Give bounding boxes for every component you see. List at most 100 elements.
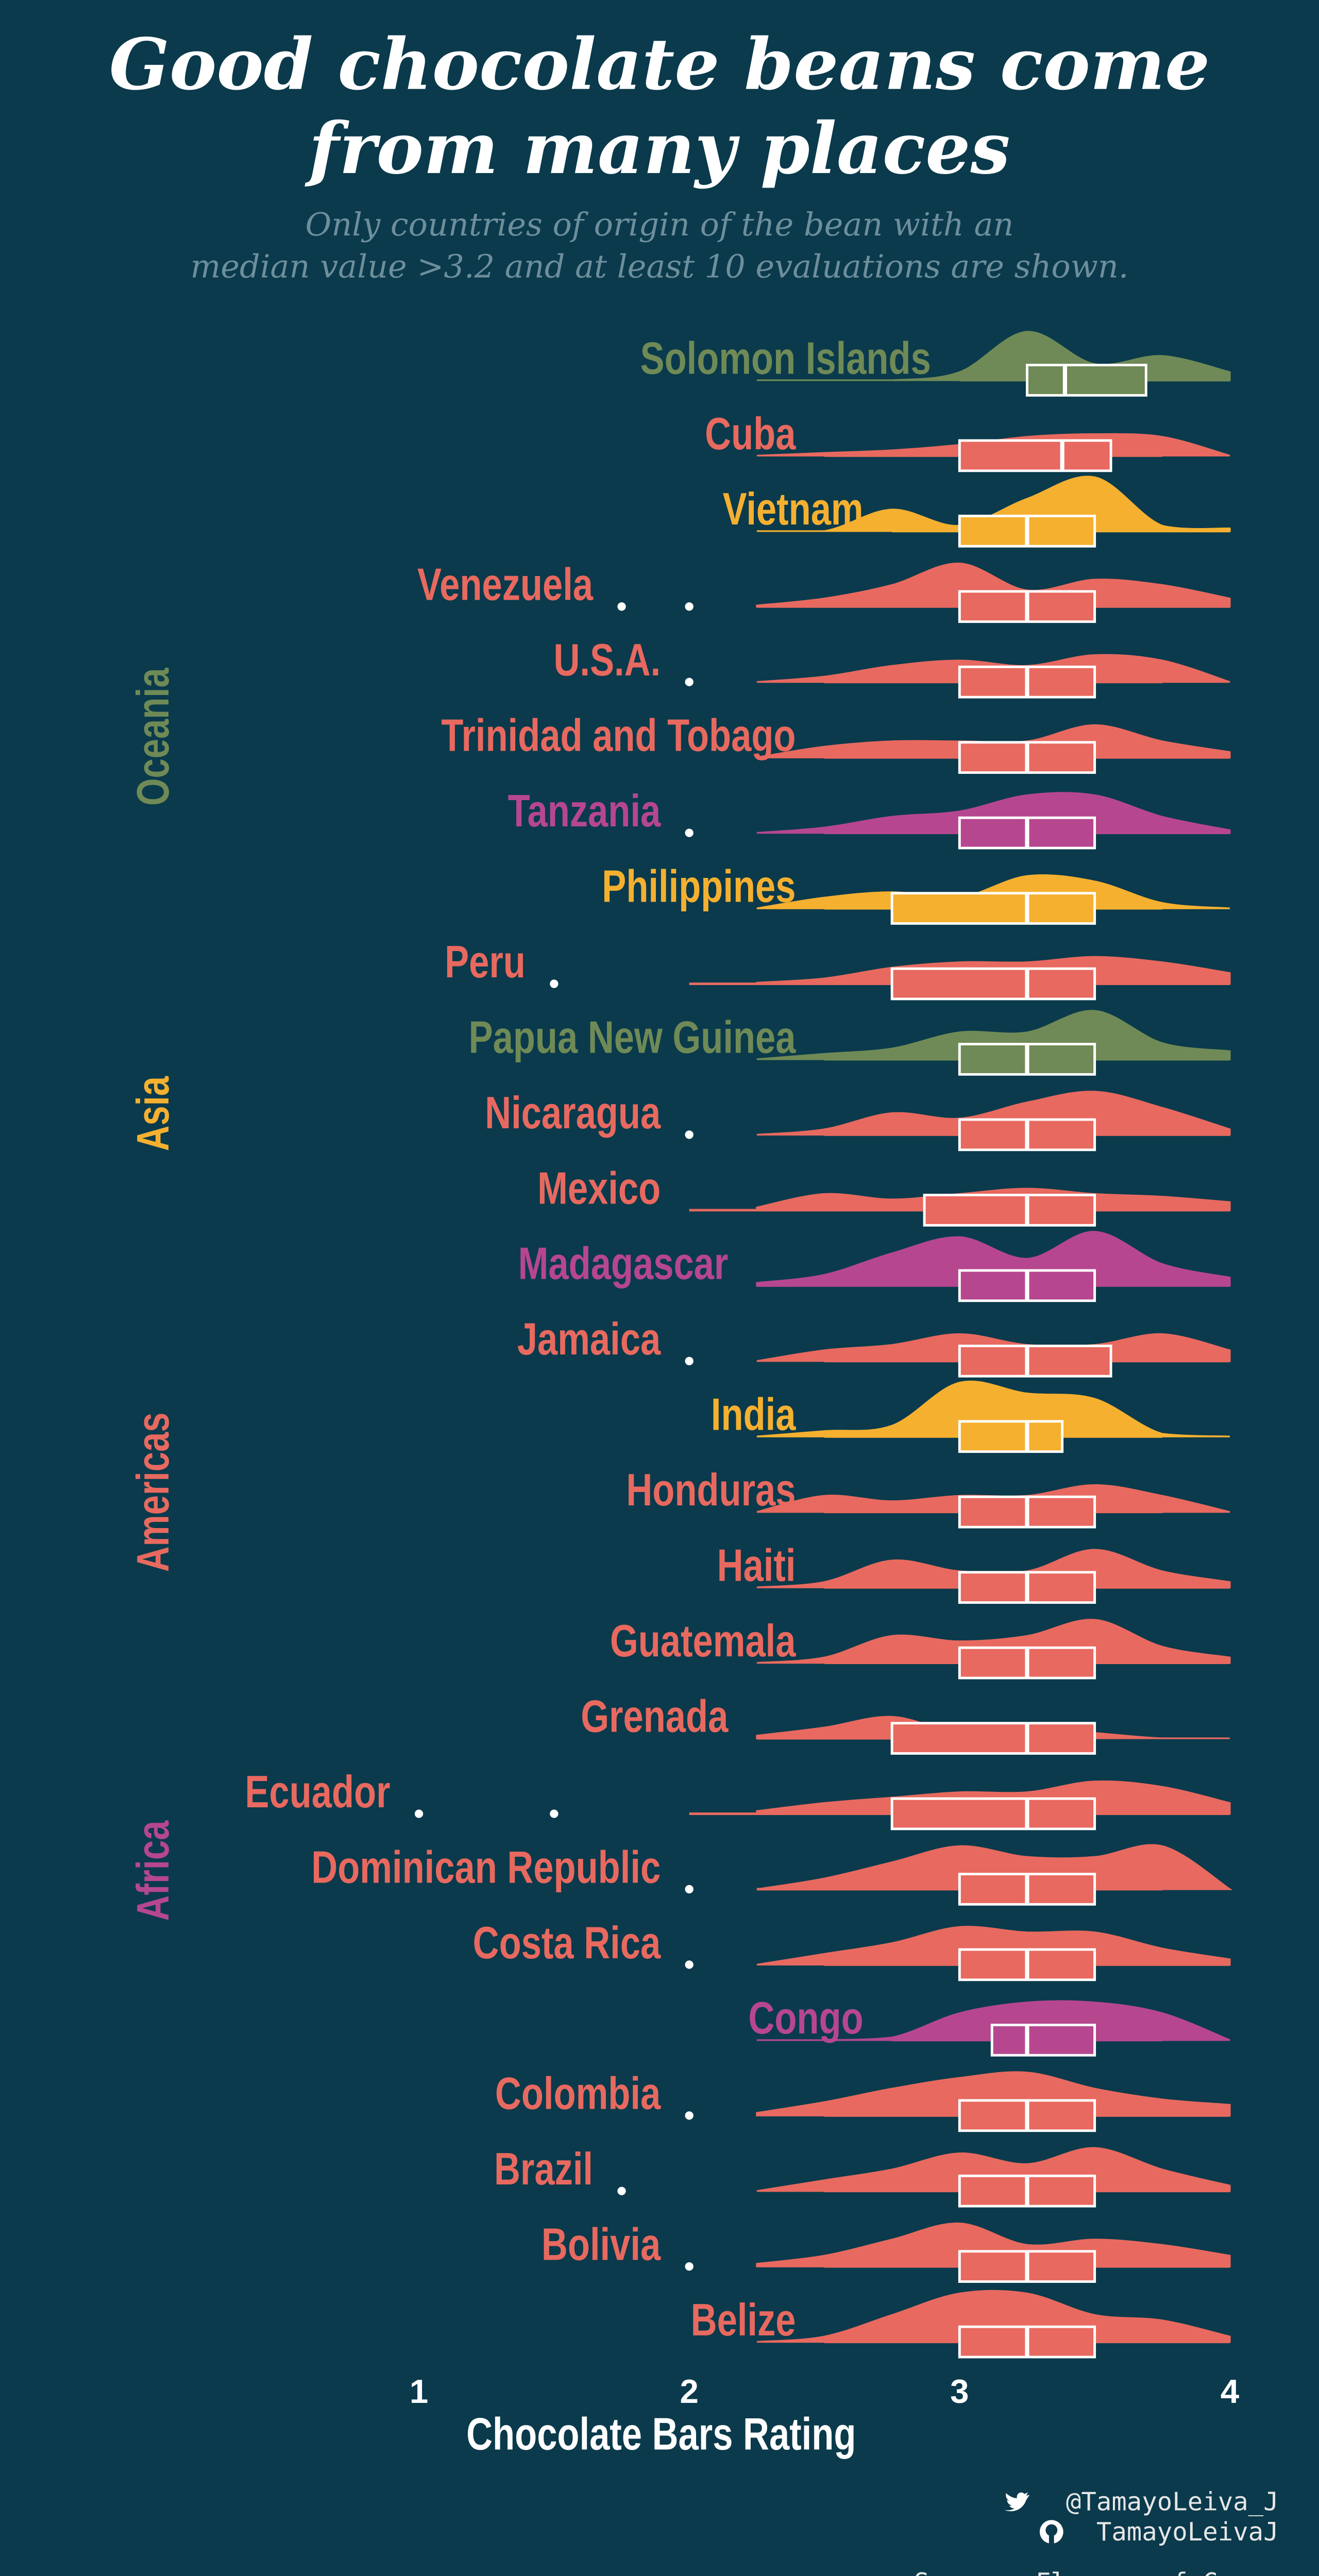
country-label: Cuba [705, 408, 796, 459]
outlier [685, 2111, 694, 2120]
country-row: Tanzania [508, 786, 1231, 850]
box [990, 2023, 1096, 2057]
country-label: Costa Rica [473, 1917, 661, 1968]
outlier [685, 1130, 694, 1139]
continent-label: Americas [127, 1413, 178, 1572]
country-row: Trinidad and Tobago [441, 710, 1231, 774]
country-label: Ecuador [245, 1766, 390, 1817]
country-row: Belize [691, 2290, 1231, 2359]
outlier [685, 1357, 694, 1365]
outlier [685, 602, 694, 611]
country-row: Haiti [717, 1540, 1231, 1604]
country-label: Mexico [537, 1163, 661, 1213]
country-label: Brazil [494, 2144, 593, 2194]
density [756, 1010, 1231, 1060]
country-row: Honduras [626, 1465, 1230, 1529]
density [756, 874, 1230, 909]
x-tick-label: 4 [1221, 2372, 1239, 2410]
outlier [550, 979, 559, 988]
box [923, 1194, 1096, 1227]
density [756, 1844, 1233, 1890]
country-row: Jamaica [517, 1314, 1231, 1378]
country-label: Congo [748, 1993, 863, 2043]
x-tick-label: 1 [410, 2372, 428, 2410]
box [890, 967, 1096, 1001]
country-row: Vietnam [723, 476, 1231, 548]
country-row: Papua New Guinea [469, 1010, 1231, 1076]
country-row: Venezuela [417, 559, 1231, 623]
x-tick-label: 2 [680, 2372, 699, 2410]
density [756, 563, 1231, 607]
country-row: Dominican Republic [311, 1842, 1233, 1906]
box [890, 1797, 1096, 1831]
source: Source: Flavors of Cacao [914, 2568, 1279, 2576]
density [756, 1091, 1231, 1136]
country-label: Tanzania [508, 786, 661, 836]
country-row: Costa Rica [473, 1917, 1231, 1981]
country-row: Grenada [581, 1691, 1230, 1755]
twitter-handle: @TamayoLeiva_J [1066, 2487, 1279, 2516]
country-label: Haiti [717, 1540, 796, 1590]
country-row: Congo [748, 1993, 1230, 2057]
icon-shape [1045, 2524, 1058, 2536]
country-label: Peru [445, 936, 526, 987]
country-label: Solomon Islands [640, 333, 931, 383]
continent-label: Asia [127, 1076, 178, 1151]
country-label: Madagascar [518, 1238, 729, 1289]
box [890, 1722, 1096, 1755]
outlier [685, 1885, 694, 1894]
country-row: Cuba [705, 408, 1230, 472]
density [756, 1231, 1231, 1286]
country-row: Ecuador [245, 1766, 1231, 1831]
x-axis-label: Chocolate Bars Rating [466, 2409, 856, 2459]
country-label: Philippines [602, 861, 796, 911]
box [958, 1344, 1112, 1378]
x-tick-label: 3 [950, 2372, 969, 2410]
country-label: Belize [691, 2294, 796, 2345]
country-label: Grenada [581, 1691, 729, 1741]
box [958, 1420, 1064, 1453]
continent-label: Oceania [127, 668, 178, 806]
continent-label: Africa [127, 1820, 178, 1921]
country-row: Bolivia [542, 2219, 1231, 2283]
country-label: Colombia [495, 2068, 661, 2119]
country-label: U.S.A. [553, 635, 661, 685]
density [756, 2290, 1231, 2343]
density [756, 792, 1231, 834]
country-row: Mexico [537, 1163, 1231, 1227]
density [756, 476, 1231, 532]
country-label: Dominican Republic [311, 1842, 661, 1892]
density [756, 2071, 1231, 2116]
box [890, 892, 1096, 925]
chart-subtitle: median value >3.2 and at least 10 evalua… [190, 248, 1128, 285]
country-row: Philippines [602, 861, 1230, 925]
box [958, 439, 1112, 472]
country-label: Honduras [626, 1465, 796, 1515]
country-label: Guatemala [610, 1615, 796, 1666]
icon-shape [1004, 2492, 1030, 2512]
country-label: Nicaragua [485, 1087, 661, 1138]
country-row: Nicaragua [485, 1087, 1231, 1151]
country-label: Venezuela [417, 559, 594, 609]
country-row: Madagascar [518, 1231, 1231, 1302]
outlier [685, 1960, 694, 1969]
density [756, 2000, 1230, 2041]
box [1026, 364, 1147, 397]
outlier [414, 1809, 424, 1818]
twitter-icon [1004, 2492, 1030, 2512]
country-row: Solomon Islands [640, 331, 1231, 397]
icon-shape [1049, 2535, 1054, 2544]
density [756, 1926, 1231, 1966]
country-row: U.S.A. [553, 635, 1230, 699]
country-label: Papua New Guinea [469, 1012, 796, 1062]
outlier [617, 602, 626, 611]
chart-title: Good chocolate beans come [109, 23, 1210, 106]
country-row: Brazil [494, 2144, 1231, 2208]
country-row: Peru [445, 936, 1231, 1001]
country-row: Guatemala [610, 1615, 1231, 1680]
outlier [617, 2187, 626, 2195]
country-label: Jamaica [517, 1314, 661, 1364]
country-label: India [711, 1389, 796, 1439]
